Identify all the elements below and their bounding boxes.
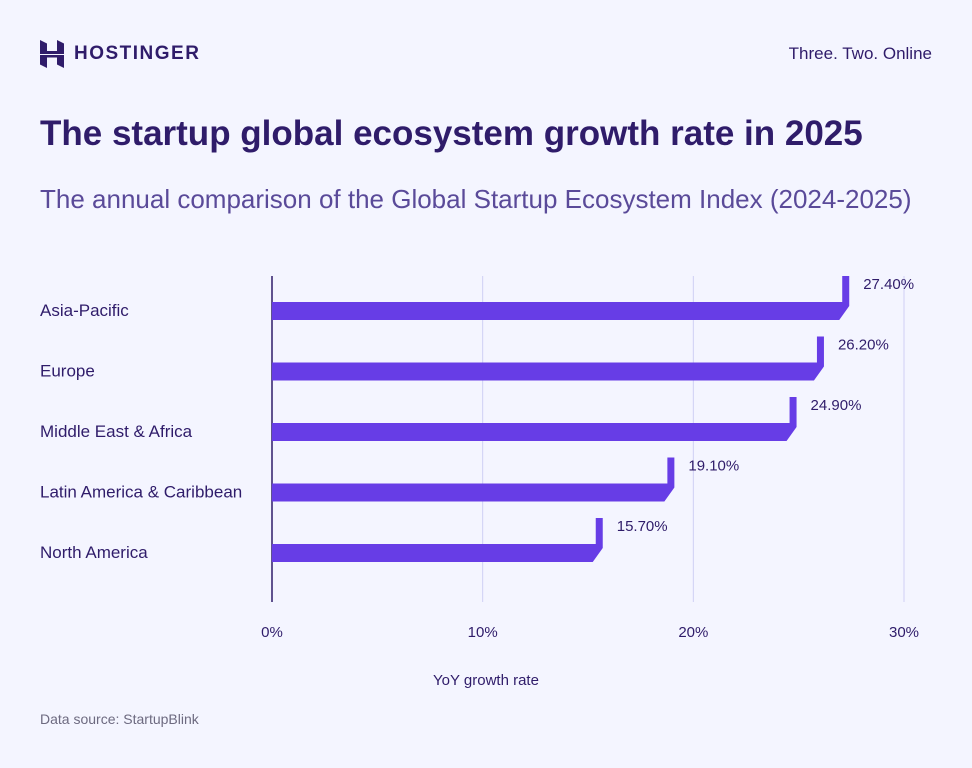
bar-north-america (272, 518, 603, 562)
x-tick-label: 30% (889, 624, 919, 641)
x-tick-label: 0% (261, 624, 283, 641)
category-label: North America (40, 543, 148, 562)
data-label: 15.70% (617, 518, 668, 535)
tagline: Three. Two. Online (788, 44, 932, 63)
category-label: Asia-Pacific (40, 301, 129, 320)
data-label: 26.20% (838, 337, 889, 354)
category-label: Europe (40, 362, 95, 381)
category-label: Latin America & Caribbean (40, 483, 242, 502)
chart-subtitle: The annual comparison of the Global Star… (40, 184, 912, 214)
data-label: 27.40% (863, 276, 914, 293)
chart-title: The startup global ecosystem growth rate… (40, 114, 863, 153)
data-label: 24.90% (811, 397, 862, 414)
bar-asia-pacific (272, 276, 850, 320)
x-axis-label: YoY growth rate (433, 672, 539, 689)
category-label: Middle East & Africa (40, 422, 193, 441)
hostinger-logo-icon (40, 40, 64, 68)
bar-latin-america-caribbean (272, 457, 675, 502)
bar-middle-east-africa (272, 397, 797, 441)
x-tick-label: 20% (678, 624, 708, 641)
x-tick-label: 10% (468, 624, 498, 641)
data-label: 19.10% (688, 458, 739, 475)
brand-name: HOSTINGER (74, 43, 201, 64)
data-source: Data source: StartupBlink (40, 711, 199, 727)
hostinger-logo: HOSTINGER (40, 40, 200, 68)
bar-europe (272, 336, 824, 381)
